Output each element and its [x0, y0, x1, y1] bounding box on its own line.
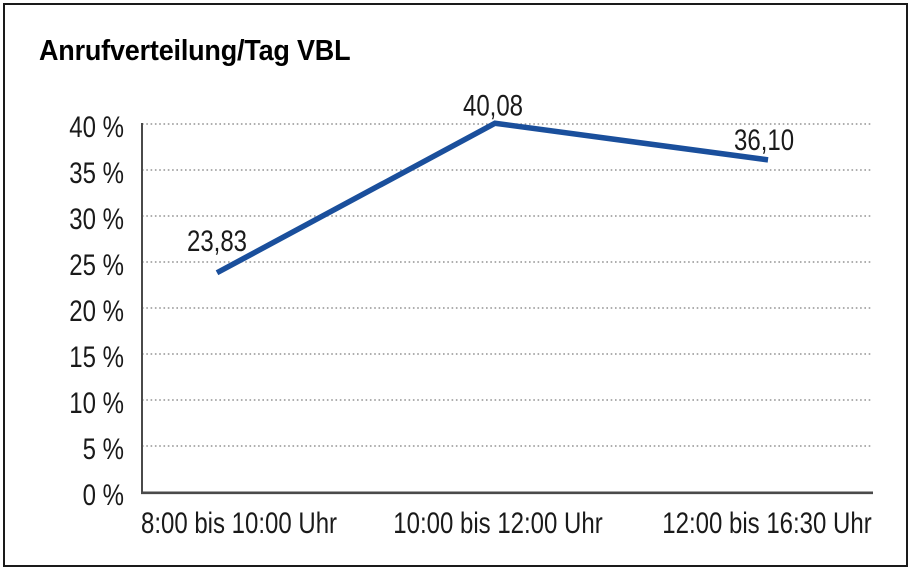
y-axis-label: 35 % [69, 155, 124, 189]
x-axis-label: 8:00 bis 10:00 Uhr [141, 505, 337, 539]
y-axis-label: 15 % [69, 339, 124, 373]
chart-title: Anrufverteilung/Tag VBL [39, 35, 351, 67]
y-axis-label: 5 % [83, 431, 124, 465]
y-axis-label: 10 % [69, 385, 124, 419]
y-axis-label: 25 % [69, 247, 124, 281]
data-label: 23,83 [187, 223, 247, 257]
chart-frame [3, 3, 908, 567]
y-axis-label: 0 % [83, 477, 124, 511]
data-label: 36,10 [734, 122, 794, 156]
x-axis-label: 10:00 bis 12:00 Uhr [393, 505, 602, 539]
y-axis-label: 40 % [69, 109, 124, 143]
y-axis-label: 30 % [69, 201, 124, 235]
data-label: 40,08 [463, 88, 523, 122]
y-axis-label: 20 % [69, 293, 124, 327]
series-line [215, 120, 769, 276]
x-axis-label: 12:00 bis 16:30 Uhr [662, 505, 871, 539]
